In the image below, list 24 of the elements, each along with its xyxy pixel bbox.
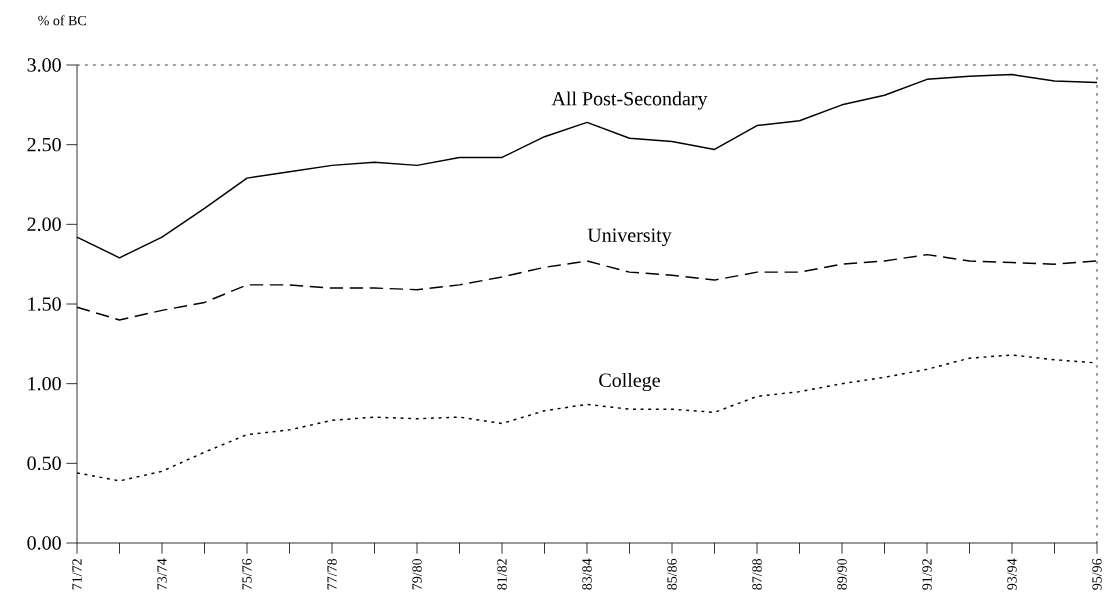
x-tick-label: 83/84 bbox=[582, 558, 592, 590]
y-axis-title: % of BC bbox=[38, 15, 86, 26]
x-tick-label: 87/88 bbox=[752, 558, 762, 590]
x-tick-label: 71/72 bbox=[72, 559, 82, 590]
x-tick-label: 95/96 bbox=[1092, 558, 1102, 590]
x-tick-label: 81/82 bbox=[497, 559, 507, 590]
series-label: College bbox=[599, 372, 660, 392]
series-label: All Post-Secondary bbox=[551, 91, 708, 110]
x-tick-label: 75/76 bbox=[242, 558, 252, 590]
x-tick-label: 85/86 bbox=[667, 558, 677, 590]
x-tick-label: 89/90 bbox=[837, 558, 847, 590]
y-tick-label: 1.50 bbox=[28, 297, 61, 311]
x-tick-label: 93/94 bbox=[1007, 558, 1017, 590]
x-tick-label: 79/80 bbox=[412, 558, 422, 590]
y-tick-label: 2.50 bbox=[27, 137, 61, 152]
x-tick-label: 91/92 bbox=[922, 559, 932, 590]
y-tick-label: 3.00 bbox=[27, 58, 61, 72]
y-tick-label: 0.00 bbox=[27, 536, 61, 550]
series-label: University bbox=[587, 228, 672, 247]
y-tick-label: 1.00 bbox=[28, 376, 61, 391]
y-tick-label: 2.00 bbox=[27, 217, 61, 232]
y-tick-label: 0.50 bbox=[27, 456, 61, 471]
x-tick-label: 77/78 bbox=[327, 558, 337, 590]
x-tick-label: 73/74 bbox=[157, 558, 167, 590]
